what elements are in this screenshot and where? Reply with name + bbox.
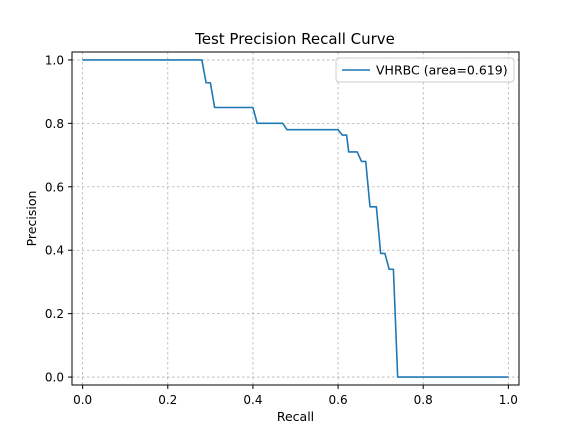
series-layer (83, 60, 509, 377)
x-tick-label: 0.8 (414, 393, 433, 407)
y-tick-label: 0.0 (45, 371, 64, 385)
y-tick-label: 0.6 (45, 180, 64, 194)
plot-frame (72, 52, 519, 385)
y-tick-label: 0.4 (45, 244, 64, 258)
x-axis-label: Recall (277, 409, 314, 424)
grid-lines (72, 52, 519, 385)
y-tick-label: 1.0 (45, 53, 64, 67)
y-axis-label: Precision (24, 191, 39, 247)
x-tick-label: 0.0 (73, 393, 92, 407)
x-tick-label: 0.2 (158, 393, 177, 407)
legend: VHRBC (area=0.619) (336, 58, 514, 82)
y-tick-label: 0.8 (45, 117, 64, 131)
y-tick-label: 0.2 (45, 307, 64, 321)
series-line (83, 60, 509, 377)
x-tick-label: 0.6 (329, 393, 348, 407)
chart-title: Test Precision Recall Curve (194, 30, 395, 48)
x-tick-label: 1.0 (499, 393, 518, 407)
legend-entry-label: VHRBC (area=0.619) (376, 63, 508, 78)
axis-ticks: 0.0 0.2 0.4 0.6 0.8 1.0 0.0 0.2 0.4 0.6 0.8 1.0 (45, 53, 518, 407)
x-tick-label: 0.4 (243, 393, 262, 407)
